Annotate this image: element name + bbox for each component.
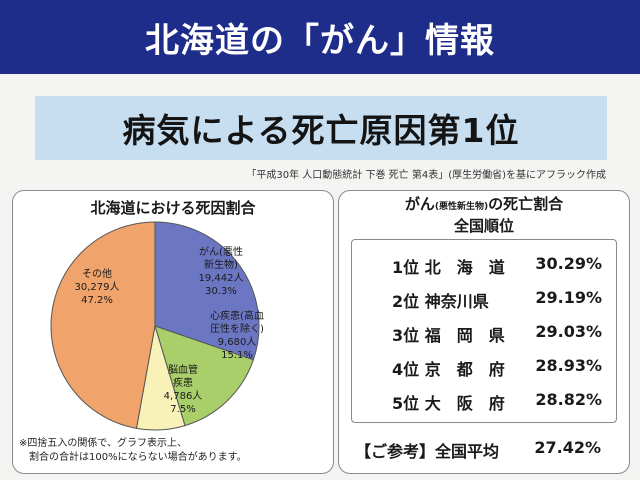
ranking-label: 3位 福 岡 県 xyxy=(392,326,505,345)
ranking-label: 4位 京 都 府 xyxy=(392,360,505,379)
ranking-row: 4位 京 都 府 28.93% xyxy=(352,350,616,380)
pie-slice-label: 心疾患(高血圧性を除く) 9,680人 15.1% xyxy=(210,309,264,361)
ranking-title-small: (悪性新生物) xyxy=(434,202,489,212)
ranking-list: 1位 北 海 道 30.29% 2位 神奈川県 29.19% 3位 福 岡 県 … xyxy=(351,239,617,423)
header-banner: 北海道の「がん」情報 xyxy=(0,0,640,74)
page-subtitle: 病気による死亡原因第1位 xyxy=(122,111,520,150)
pie-chart-title: 北海道における死因割合 xyxy=(90,199,256,217)
ranking-title: がん(悪性新生物)の死亡割合 xyxy=(339,195,629,216)
ranking-label: 5位 大 阪 府 xyxy=(392,394,505,413)
pie-slice xyxy=(154,325,254,427)
rounding-note-line1: ※四捨五入の関係で、グラフ表示上、 xyxy=(19,438,187,449)
ranking-subtitle: 全国順位 xyxy=(453,217,514,235)
ranking-value: 28.93% xyxy=(535,356,602,375)
pie-slice xyxy=(50,221,156,429)
ranking-label: 2位 神奈川県 xyxy=(392,292,489,311)
ranking-value: 29.03% xyxy=(535,322,602,341)
ranking-row: 2位 神奈川県 29.19% xyxy=(352,282,616,312)
ranking-title-tail: の死亡割合 xyxy=(488,195,564,213)
pie-slice-label: その他 30,279人 47.2% xyxy=(75,267,120,306)
pie-slice-label: がん(悪性新生物) 19,442人 30.3% xyxy=(199,245,244,297)
national-average-value: 27.42% xyxy=(534,438,601,457)
ranking-title-main: がん xyxy=(404,195,435,213)
ranking-row: 1位 北 海 道 30.29% xyxy=(352,248,616,278)
pie-slice-label: 脳血管疾患 4,786人 7.5% xyxy=(164,363,203,415)
source-note: 「平成30年 人口動態統計 下巻 死亡 第4表」(厚生労働省)を基にアフラック作… xyxy=(246,170,606,181)
ranking-row: 5位 大 阪 府 28.82% xyxy=(352,384,616,414)
rounding-note: ※四捨五入の関係で、グラフ表示上、 割合の合計は100%にならない場合があります… xyxy=(19,437,329,465)
page-title: 北海道の「がん」情報 xyxy=(145,20,495,61)
pie-slice xyxy=(154,221,260,361)
ranking-row: 3位 福 岡 県 29.03% xyxy=(352,316,616,346)
national-average-label: 【ご参考】全国平均 xyxy=(355,442,500,461)
subtitle-band: 病気による死亡原因第1位 xyxy=(35,96,607,160)
ranking-value: 30.29% xyxy=(535,254,602,273)
ranking-value: 29.19% xyxy=(535,288,602,307)
pie-chart: がん(悪性新生物) 19,442人 30.3% 心疾患(高血圧性を除く) 9,680人 1… xyxy=(50,221,264,431)
ranking-label: 1位 北 海 道 xyxy=(392,258,505,277)
ranking-value: 28.82% xyxy=(535,390,602,409)
rounding-note-line2: 割合の合計は100%にならない場合があります。 xyxy=(29,452,247,463)
cancer-ranking-panel: がん(悪性新生物)の死亡割合 全国順位 1位 北 海 道 30.29% 2位 神… xyxy=(338,190,630,474)
death-cause-panel: 北海道における死因割合 がん(悪性新生物) 19,442人 30.3% 心疾患(高血圧… xyxy=(12,190,334,474)
